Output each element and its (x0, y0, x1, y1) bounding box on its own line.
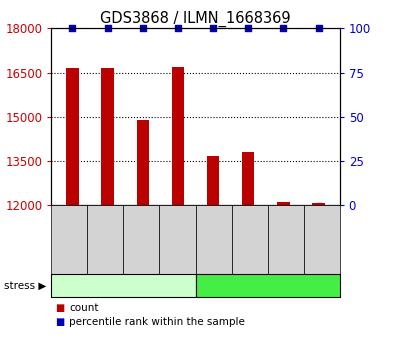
Text: stress ▶: stress ▶ (4, 281, 46, 291)
Point (316, 202, 322, 208)
Bar (66, 68, 79, 205)
Bar (277, 202, 290, 205)
Point (139, 202, 146, 208)
Text: normal LSS: normal LSS (92, 281, 155, 291)
Point (245, 202, 252, 208)
Bar (242, 152, 254, 205)
Point (69, 25, 75, 31)
Point (280, 202, 287, 208)
Text: elevated LSS: elevated LSS (231, 281, 304, 291)
Point (316, 25, 322, 31)
Bar (137, 120, 149, 205)
Point (280, 25, 287, 31)
Title: GDS3868 / ILMN_1668369: GDS3868 / ILMN_1668369 (100, 11, 291, 27)
Point (175, 202, 181, 208)
Point (69, 202, 75, 208)
Text: GSM591788: GSM591788 (317, 215, 326, 265)
Text: GSM591787: GSM591787 (281, 215, 290, 265)
Bar (207, 156, 219, 205)
Bar (312, 203, 325, 205)
Bar (102, 68, 114, 205)
Point (245, 25, 252, 31)
Point (104, 202, 111, 208)
Point (210, 25, 216, 31)
Text: GSM591784: GSM591784 (173, 215, 182, 265)
Text: GSM591783: GSM591783 (137, 215, 146, 265)
Text: GSM591786: GSM591786 (245, 215, 254, 265)
Text: count: count (69, 303, 99, 313)
Point (175, 25, 181, 31)
Text: percentile rank within the sample: percentile rank within the sample (69, 317, 245, 327)
Bar (172, 67, 184, 205)
Point (104, 25, 111, 31)
Text: ■: ■ (55, 303, 64, 313)
Text: ■: ■ (55, 317, 64, 327)
Text: GSM591785: GSM591785 (209, 215, 218, 265)
Point (210, 202, 216, 208)
Point (139, 25, 146, 31)
Text: GSM591781: GSM591781 (65, 215, 74, 265)
Text: GSM591782: GSM591782 (101, 215, 110, 265)
